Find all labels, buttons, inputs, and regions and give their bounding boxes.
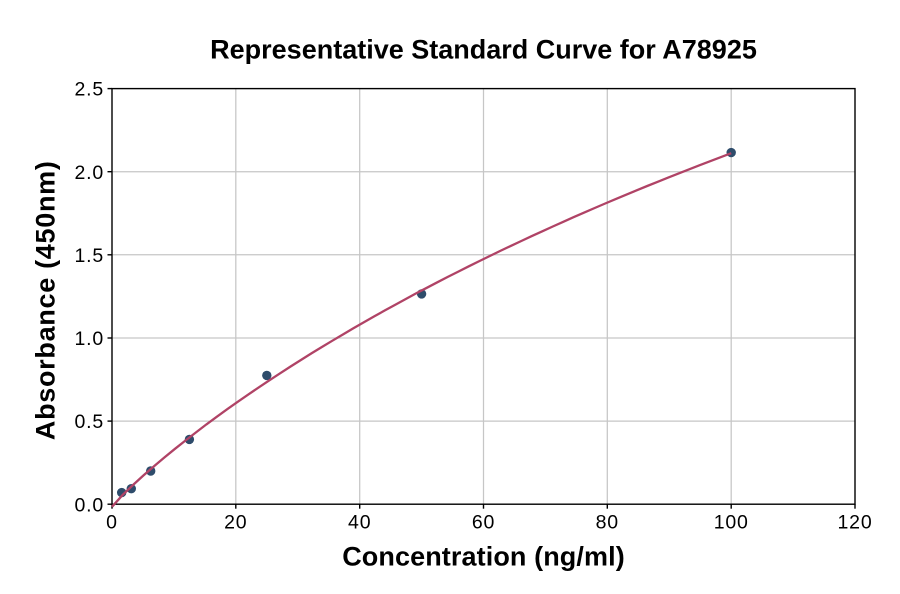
svg-text:Absorbance (450nm): Absorbance (450nm)	[30, 160, 60, 440]
svg-text:0: 0	[106, 511, 118, 533]
svg-text:80: 80	[596, 511, 619, 533]
svg-text:0.0: 0.0	[74, 494, 104, 516]
svg-text:1.5: 1.5	[74, 245, 104, 267]
svg-text:2.5: 2.5	[74, 79, 104, 101]
svg-text:Concentration (ng/ml): Concentration (ng/ml)	[342, 542, 625, 572]
svg-text:0.5: 0.5	[74, 411, 104, 433]
svg-text:100: 100	[714, 511, 749, 533]
svg-text:Representative Standard Curve: Representative Standard Curve for A78925	[210, 35, 757, 65]
svg-text:60: 60	[472, 511, 495, 533]
svg-text:20: 20	[224, 511, 247, 533]
svg-text:40: 40	[348, 511, 371, 533]
svg-text:120: 120	[838, 511, 873, 533]
svg-text:2.0: 2.0	[74, 162, 104, 184]
svg-text:1.0: 1.0	[74, 328, 104, 350]
